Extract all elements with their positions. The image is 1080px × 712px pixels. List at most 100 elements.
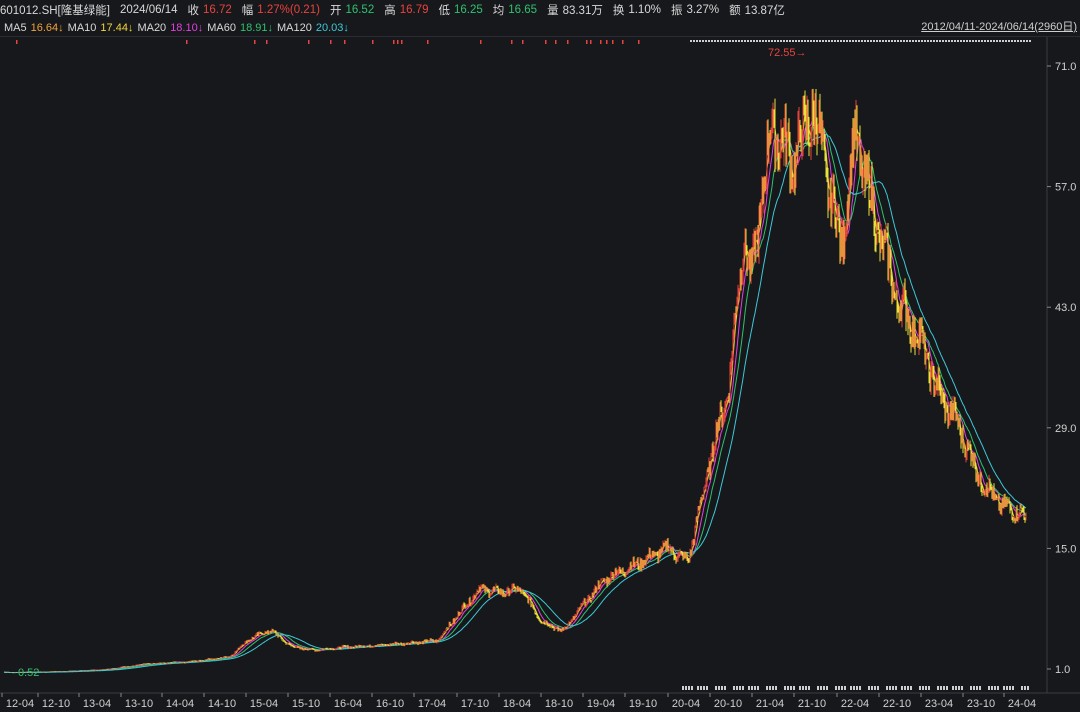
event-mark: [825, 40, 827, 42]
event-mark: [756, 40, 758, 42]
event-mark: [904, 686, 906, 690]
quote-info-bar: 601012.SH[隆基绿能] 2024/06/14 收 16.72 幅 1.2…: [0, 0, 1080, 19]
event-mark: [972, 40, 974, 42]
event-mark: [715, 686, 717, 690]
event-mark: [186, 40, 188, 44]
event-mark: [957, 40, 959, 42]
event-mark: [724, 686, 726, 690]
event-mark: [813, 40, 815, 42]
event-mark: [958, 686, 960, 690]
event-mark: [700, 686, 702, 690]
ma20-value: 18.10↓: [170, 21, 204, 34]
min-price-label: 0.52: [18, 667, 39, 679]
event-mark: [567, 40, 569, 44]
event-mark: [978, 40, 980, 42]
event-mark: [586, 40, 588, 44]
event-mark: [942, 40, 944, 42]
event-mark: [708, 40, 710, 42]
event-mark: [769, 686, 771, 690]
event-mark: [834, 40, 836, 42]
event-mark: [855, 40, 857, 42]
event-mark: [921, 40, 923, 42]
event-mark: [741, 40, 743, 42]
event-mark: [922, 686, 924, 690]
avg-value: 16.65: [508, 3, 538, 16]
event-mark: [858, 40, 860, 42]
ma60-value: 18.91↓: [239, 21, 273, 34]
event-mark: [786, 40, 788, 42]
event-mark: [939, 40, 941, 42]
chart-grid: [0, 37, 1080, 694]
date-range-link[interactable]: 2012/04/11-2024/06/14(2960日): [921, 21, 1077, 33]
event-mark: [799, 686, 801, 690]
x-tick-label: 21-10: [798, 698, 826, 710]
x-tick-label: 12-04: [6, 698, 34, 710]
event-mark: [744, 40, 746, 42]
event-mark: [927, 40, 929, 42]
x-axis: 12-04 12-10 13-04 13-10 14-04 14-10 15-04 15-10…: [1, 693, 1036, 710]
x-tick-label: 15-10: [292, 698, 320, 710]
ma10-label: MA10: [67, 21, 97, 34]
event-mark: [723, 40, 725, 42]
event-mark: [1024, 686, 1026, 690]
event-mark: [979, 686, 981, 690]
event-mark: [747, 40, 749, 42]
event-mark: [706, 686, 708, 690]
x-tick-label: 17-10: [461, 698, 489, 710]
event-mark: [721, 686, 723, 690]
event-mark: [802, 686, 804, 690]
event-mark: [988, 686, 990, 690]
event-mark: [738, 40, 740, 42]
event-mark: [344, 40, 346, 44]
x-tick-label: 12-10: [42, 698, 70, 710]
event-mark: [907, 686, 909, 690]
event-mark: [693, 40, 695, 42]
event-mark: [266, 40, 268, 44]
event-mark: [793, 686, 795, 690]
event-mark: [600, 40, 602, 44]
y-tick-label: 71.0: [1055, 61, 1076, 73]
event-mark: [960, 40, 962, 42]
stock-symbol: 601012.SH[隆基绿能]: [0, 4, 110, 17]
event-mark: [590, 40, 592, 44]
event-mark: [1020, 40, 1022, 42]
event-mark: [372, 40, 374, 44]
event-mark: [757, 686, 759, 690]
event-mark: [606, 40, 608, 44]
event-mark: [1014, 40, 1016, 42]
event-mark: [924, 40, 926, 42]
event-mark: [844, 686, 846, 690]
event-mark: [936, 40, 938, 42]
event-mark: [984, 40, 986, 42]
event-mark: [996, 40, 998, 42]
ma20-label: MA20: [137, 21, 167, 34]
event-mark: [948, 40, 950, 42]
ma60-label: MA60: [207, 21, 236, 34]
x-tick-label: 14-04: [166, 698, 194, 710]
event-mark: [894, 40, 896, 42]
x-tick-label: 22-10: [883, 698, 911, 710]
event-mark: [889, 686, 891, 690]
event-mark: [937, 686, 939, 690]
event-mark: [762, 40, 764, 42]
event-mark: [1012, 686, 1014, 690]
event-mark: [945, 40, 947, 42]
event-mark: [766, 686, 768, 690]
event-mark: [751, 686, 753, 690]
event-mark: [638, 40, 640, 44]
event-mark: [876, 40, 878, 42]
event-mark: [912, 40, 914, 42]
event-mark: [909, 40, 911, 42]
event-mark: [906, 40, 908, 42]
event-mark: [993, 40, 995, 42]
x-tick-label: 23-10: [967, 698, 995, 710]
x-tick-label: 24-04: [1008, 698, 1036, 710]
event-mark: [1021, 686, 1023, 690]
event-mark: [990, 40, 992, 42]
event-mark: [915, 40, 917, 42]
event-mark: [754, 686, 756, 690]
event-mark: [784, 686, 786, 690]
amount-label: 额: [729, 4, 741, 17]
event-mark: [717, 40, 719, 42]
